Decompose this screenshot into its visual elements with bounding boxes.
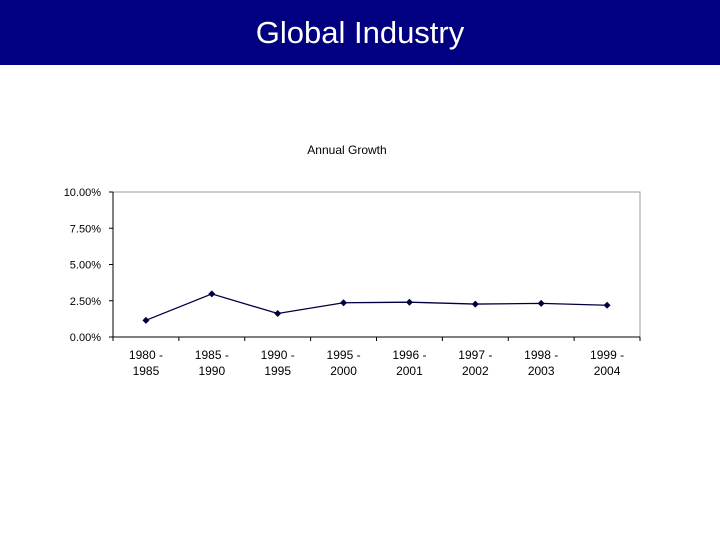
y-tick-label: 10.00% <box>64 187 102 199</box>
data-point-marker <box>274 310 282 318</box>
y-tick-label: 5.00% <box>70 260 101 272</box>
slide-title-bar: Global Industry <box>0 0 720 65</box>
chart-title: Annual Growth <box>307 143 386 157</box>
y-tick-label: 2.50% <box>70 296 101 308</box>
data-point-marker <box>603 301 611 309</box>
data-point-marker <box>340 299 348 307</box>
data-point-marker <box>537 299 545 307</box>
slide-title: Global Industry <box>255 14 465 50</box>
x-tick-label: 1995 -2000 <box>327 348 361 378</box>
y-tick-label: 7.50% <box>70 223 101 235</box>
data-point-marker <box>471 300 479 308</box>
x-tick-label: 1990 -1995 <box>261 348 295 378</box>
x-tick-label: 1998 -2003 <box>524 348 558 378</box>
data-point-marker <box>208 290 216 298</box>
series-markers <box>142 290 611 324</box>
data-point-marker <box>142 316 150 324</box>
x-tick-label: 1985 -1990 <box>195 348 229 378</box>
series-line-annual-growth <box>145 293 608 321</box>
x-axis-ticks: 1980 -1985 1985 -1990 1990 -1995 1995 -2000… <box>112 337 641 378</box>
x-tick-label: 1999 -2004 <box>590 348 624 378</box>
y-tick-label: 0.00% <box>70 332 101 344</box>
x-tick-label: 1997 -2002 <box>458 348 492 378</box>
plot-area-frame <box>112 191 641 338</box>
x-tick-label: 1996 -2001 <box>392 348 426 378</box>
data-point-marker <box>405 298 413 306</box>
x-tick-label: 1980 -1985 <box>129 348 163 378</box>
y-axis-ticks: 0.00% 2.50% 5.00% 7.50% 10.00% <box>64 187 113 344</box>
